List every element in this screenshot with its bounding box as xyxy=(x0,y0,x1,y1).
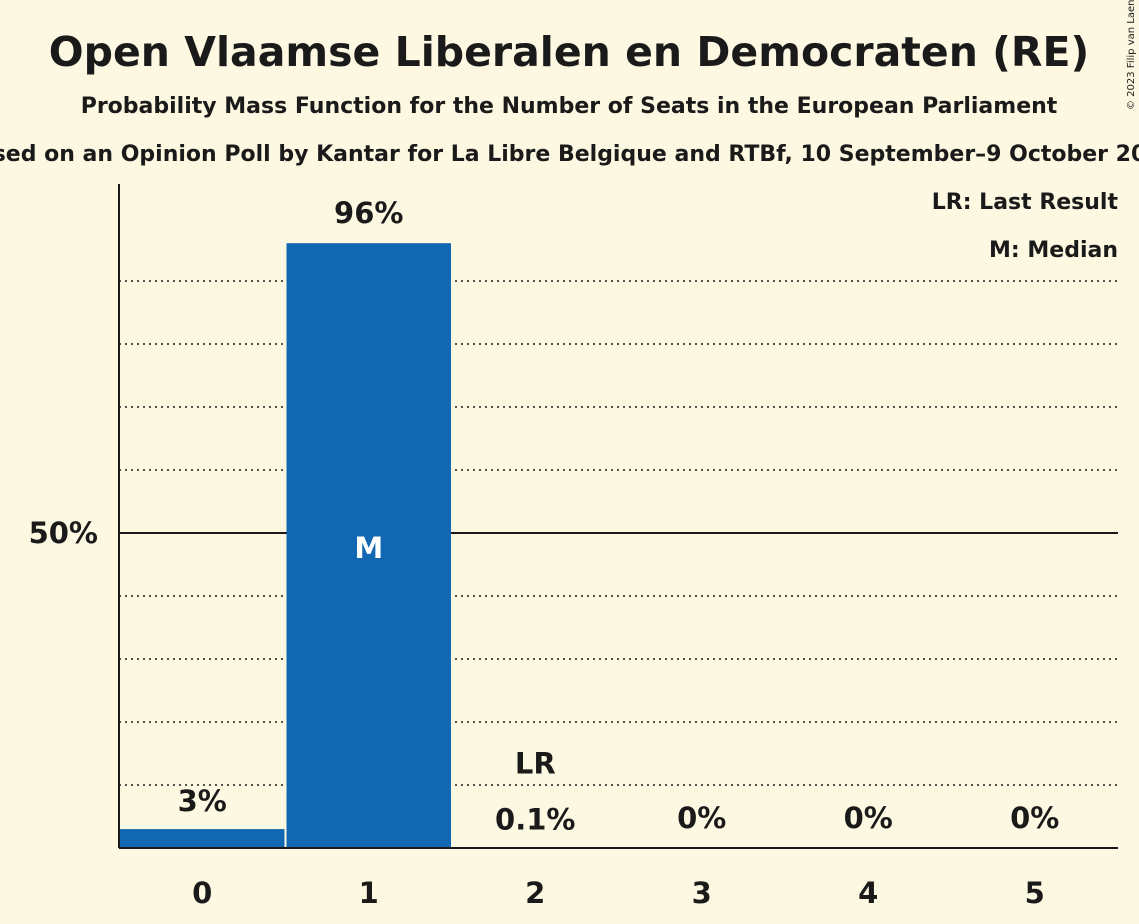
bar-labels: 3% 0 96% M 1 0.1% LR 2 0% 3 0% 4 0% 5 xyxy=(178,196,1060,910)
data-label: 0% xyxy=(1010,801,1059,835)
bars xyxy=(120,243,618,848)
legend-median: M: Median xyxy=(989,238,1118,263)
last-result-marker: LR xyxy=(515,746,556,780)
x-tick-label: 0 xyxy=(192,876,212,910)
x-tick-label: 1 xyxy=(359,876,379,910)
y-tick-label: 50% xyxy=(29,516,98,550)
chart-source-line: Based on an Opinion Poll by Kantar for L… xyxy=(0,142,1139,167)
x-tick-label: 3 xyxy=(692,876,712,910)
x-tick-label: 2 xyxy=(525,876,545,910)
axes xyxy=(118,184,1118,849)
data-label: 0% xyxy=(677,801,726,835)
bar xyxy=(120,829,285,848)
x-tick-label: 5 xyxy=(1025,876,1045,910)
copyright-text: © 2023 Filip van Laenen xyxy=(1126,0,1137,110)
bar xyxy=(286,243,451,848)
chart-subtitle: Probability Mass Function for the Number… xyxy=(81,94,1058,119)
data-label: 3% xyxy=(178,784,227,818)
legend-last-result: LR: Last Result xyxy=(932,190,1119,215)
chart-title: Open Vlaamse Liberalen en Democraten (RE… xyxy=(49,28,1089,76)
gridlines: 50% xyxy=(29,280,1118,786)
data-label: 0% xyxy=(844,801,893,835)
data-label: 96% xyxy=(334,196,403,230)
data-label: 0.1% xyxy=(495,802,575,836)
x-tick-label: 4 xyxy=(858,876,878,910)
median-marker: M xyxy=(354,531,383,565)
